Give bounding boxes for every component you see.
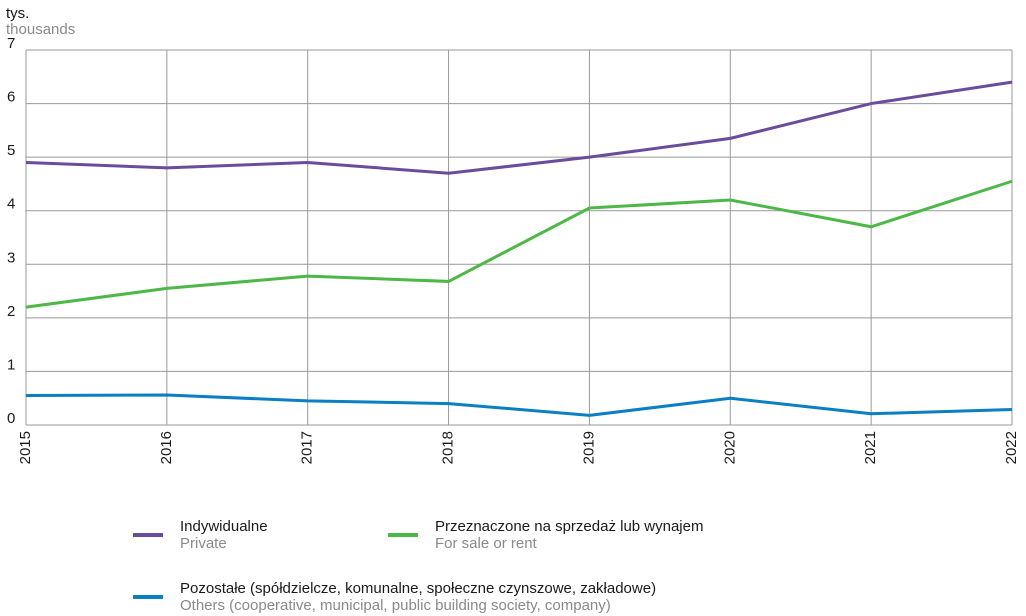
y-tick-label: 5 <box>7 142 15 159</box>
x-tick-label: 2020 <box>721 431 738 464</box>
y-tick-label: 4 <box>7 196 15 213</box>
x-tick-label: 2019 <box>580 431 597 464</box>
y-tick-label: 7 <box>7 35 15 52</box>
x-tick-label: 2017 <box>299 431 316 464</box>
y-axis-label: tys. <box>6 5 29 22</box>
legend-label: Pozostałe (spółdzielcze, komunalne, społ… <box>180 580 656 597</box>
legend-label-en: For sale or rent <box>435 535 538 552</box>
legend-label: Indywidualne <box>180 518 268 535</box>
x-tick-label: 2016 <box>158 431 175 464</box>
series-line <box>25 179 1013 309</box>
x-tick-label: 2018 <box>440 431 457 464</box>
legend-label-en: Others (cooperative, municipal, public b… <box>180 597 611 614</box>
y-tick-label: 2 <box>7 303 15 320</box>
series-line <box>25 393 1013 417</box>
legend-label: Przeznaczone na sprzedaż lub wynajem <box>435 518 703 535</box>
legend-label-en: Private <box>180 535 227 552</box>
y-tick-label: 3 <box>7 249 15 266</box>
y-tick-label: 6 <box>7 89 15 106</box>
y-axis-label-en: thousands <box>6 21 75 38</box>
y-tick-label: 1 <box>7 356 15 373</box>
x-tick-label: 2022 <box>1003 431 1020 464</box>
x-tick-label: 2021 <box>862 431 879 464</box>
y-tick-label: 0 <box>7 410 15 427</box>
series-line <box>25 80 1013 175</box>
x-tick-label: 2015 <box>17 431 34 464</box>
